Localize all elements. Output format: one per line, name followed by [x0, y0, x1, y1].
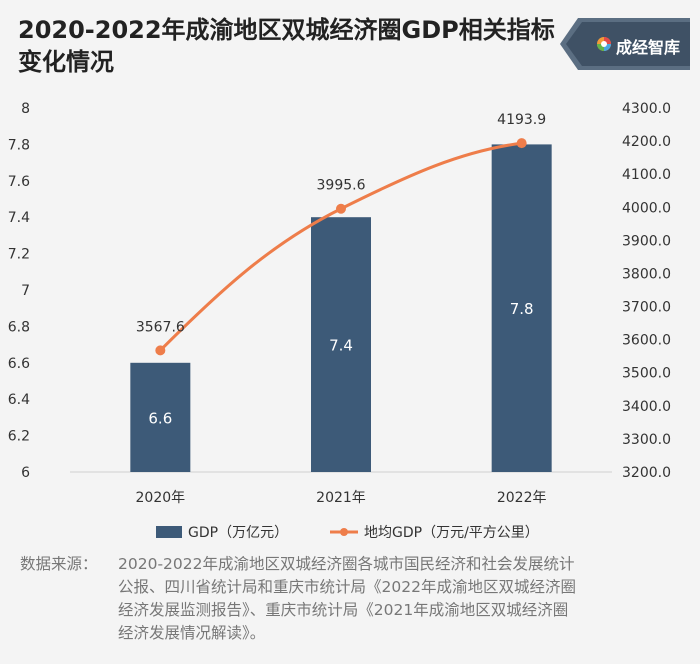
right-tick-label: 4200.0: [622, 134, 671, 150]
line-value-label: 3995.6: [317, 178, 366, 194]
bar-series: 6.6 7.4 7.8: [130, 144, 552, 472]
right-tick-label: 3800.0: [622, 266, 671, 282]
right-tick-label: 3300.0: [622, 432, 671, 448]
line-point: [516, 138, 527, 149]
right-tick-label: 4300.0: [622, 101, 671, 117]
brand-logo-icon: [596, 36, 612, 52]
right-tick-label: 4000.0: [622, 200, 671, 216]
bar-value-label: 6.6: [148, 409, 172, 427]
right-tick-label: 3900.0: [622, 233, 671, 249]
line-value-label: 3567.6: [136, 319, 185, 335]
left-tick-label: 6.4: [8, 392, 30, 408]
brand-name: 成经智库: [616, 38, 681, 57]
left-tick-label: 7: [21, 283, 30, 299]
right-tick-label: 4100.0: [622, 167, 671, 183]
right-tick-label: 3200.0: [622, 465, 671, 481]
category-label: 2020年: [136, 490, 186, 506]
bar: [311, 217, 371, 472]
left-tick-label: 6.2: [8, 429, 30, 445]
x-axis: 2020年 2021年 2022年: [136, 490, 547, 506]
source-line: 2020-2022年成渝地区双城经济圈各城市国民经济和社会发展统计: [118, 555, 575, 573]
line-point: [336, 203, 346, 214]
legend: GDP（万亿元） 地均GDP（万元/平方公里）: [156, 525, 539, 541]
right-tick-label: 3600.0: [622, 333, 671, 349]
bar-value-label: 7.8: [510, 300, 534, 318]
left-tick-label: 6: [21, 465, 30, 481]
line-series: 3567.6 3995.6 4193.9: [136, 112, 546, 356]
source-note: 数据来源： 2020-2022年成渝地区双城经济圈各城市国民经济和社会发展统计 …: [20, 553, 690, 645]
legend-label-gdp: GDP（万亿元）: [188, 525, 288, 541]
source-line: 经济发展情况解读》。: [118, 624, 266, 642]
left-tick-label: 6.6: [8, 356, 30, 372]
source-line: 经济发展监测报告》、重庆市统计局《2021年成渝地区双城经济圈: [118, 601, 569, 619]
left-tick-label: 7.4: [8, 210, 30, 226]
left-axis: 6 6.2 6.4 6.6 6.8 7 7.2 7.4 7.6 7.8 8: [8, 101, 30, 481]
line-value-label: 4193.9: [497, 112, 546, 128]
bar: [130, 362, 191, 472]
brand-badge: [560, 18, 690, 70]
category-label: 2021年: [316, 490, 366, 506]
source-label: 数据来源：: [20, 555, 98, 573]
line-point: [155, 345, 166, 356]
legend-swatch-marker: [340, 528, 348, 536]
legend-label-density: 地均GDP（万元/平方公里）: [364, 525, 539, 541]
bar: [491, 144, 552, 472]
source-text: 2020-2022年成渝地区双城经济圈各城市国民经济和社会发展统计 公报、四川省…: [118, 553, 690, 645]
left-tick-label: 6.8: [8, 319, 30, 335]
legend-swatch-gdp: [156, 526, 182, 538]
category-label: 2022年: [497, 490, 547, 506]
chart-title: 2020-2022年成渝地区双城经济圈GDP相关指标变化情况: [18, 16, 555, 76]
left-tick-label: 7.2: [8, 247, 30, 263]
right-tick-label: 3400.0: [622, 399, 671, 415]
right-tick-label: 3500.0: [622, 366, 671, 382]
right-axis: 3200.0 3300.0 3400.0 3500.0 3600.0 3700.0 3800…: [622, 101, 671, 481]
source-line: 公报、四川省统计局和重庆市统计局《2022年成渝地区双城经济圈: [118, 578, 576, 596]
left-tick-label: 8: [21, 101, 30, 117]
left-tick-label: 7.8: [8, 137, 30, 153]
chart: 6 6.2 6.4 6.6 6.8 7 7.2 7.4 7.6 7.8 8 3200.0 3300.0…: [8, 101, 671, 541]
bar-value-label: 7.4: [329, 337, 353, 355]
left-tick-label: 7.6: [8, 174, 30, 190]
right-tick-label: 3700.0: [622, 300, 671, 316]
